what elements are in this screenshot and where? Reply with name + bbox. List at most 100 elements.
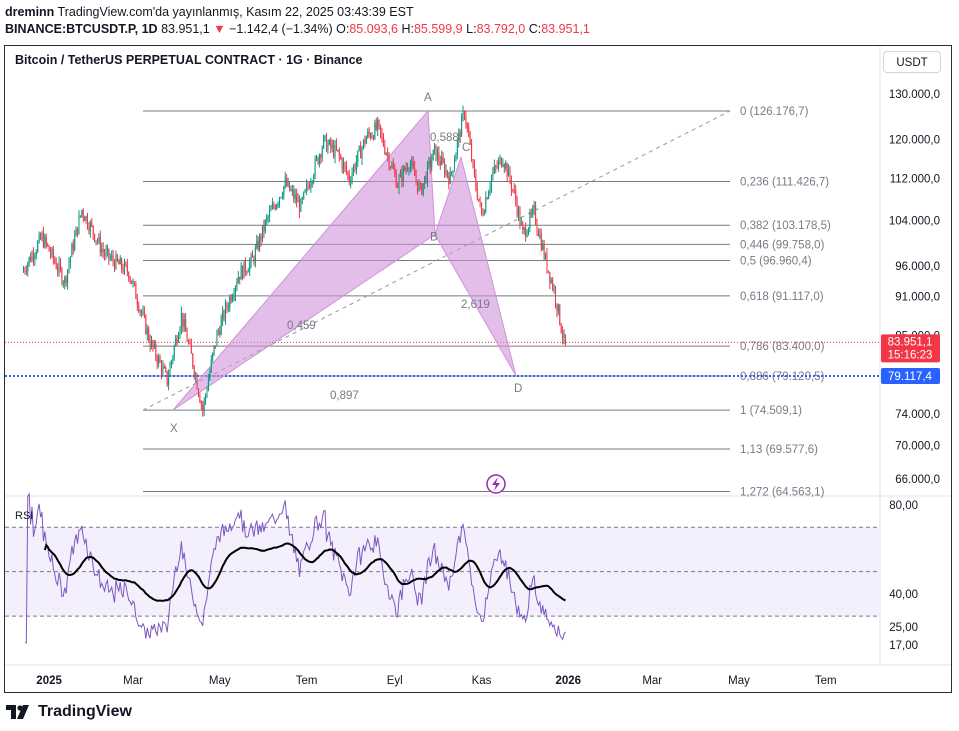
candle	[458, 128, 460, 148]
time-axis-label: Eyl	[387, 675, 403, 687]
candle	[564, 334, 566, 346]
candle	[337, 149, 339, 153]
candle	[313, 173, 315, 185]
candle	[335, 138, 337, 152]
candle	[95, 240, 97, 246]
candle	[138, 301, 140, 314]
candle	[188, 339, 190, 345]
candle	[195, 371, 197, 383]
candle	[344, 161, 346, 173]
candle	[546, 247, 548, 274]
rsi-axis-label: 40,00	[889, 589, 918, 601]
candle	[25, 265, 27, 276]
candle	[40, 232, 42, 241]
lightning-icon[interactable]	[486, 474, 506, 494]
candle	[518, 205, 520, 222]
candle	[490, 174, 492, 193]
candle	[61, 266, 63, 286]
harmonic-point-label: B	[430, 232, 438, 244]
target-price-tag: 79.117,4	[881, 368, 940, 385]
candle	[234, 285, 236, 302]
candle	[169, 361, 171, 377]
rsi-ma-line	[43, 542, 566, 602]
candle	[399, 169, 401, 178]
candle	[101, 242, 103, 257]
candle	[24, 266, 26, 275]
candle	[454, 155, 456, 172]
candle	[32, 247, 34, 266]
candle	[341, 156, 343, 174]
time-axis-label: Tem	[296, 675, 318, 687]
candle	[96, 237, 98, 245]
price-axis-label: 112.000,0	[890, 174, 940, 186]
candle	[537, 228, 539, 237]
candle	[121, 257, 123, 274]
candle	[509, 166, 511, 185]
rsi-axis-label: 17,00	[889, 640, 918, 652]
candle	[414, 160, 416, 177]
currency-button[interactable]: USDT	[883, 51, 941, 73]
candle	[219, 325, 221, 338]
candle	[355, 155, 357, 175]
candle	[308, 181, 310, 190]
candle	[479, 196, 481, 208]
candle	[170, 359, 172, 369]
ohlc-info: BINANCE:BTCUSDT.P, 1D 83.951,1 ▼ −1.142,…	[5, 22, 590, 36]
harmonic-point-label: X	[170, 423, 178, 435]
candle	[428, 156, 430, 170]
rsi-axis-label: 25,00	[889, 622, 918, 634]
candle	[79, 215, 81, 218]
candle	[307, 181, 309, 192]
time-axis-label: May	[209, 675, 231, 687]
candle	[552, 277, 554, 292]
price-change: −1.142,4 (−1.34%)	[229, 22, 333, 36]
candle	[106, 244, 108, 257]
candle	[58, 256, 60, 277]
candle	[471, 138, 473, 163]
candle	[280, 196, 282, 199]
candle	[389, 165, 391, 171]
candle	[436, 146, 438, 165]
candle	[330, 137, 332, 154]
candle	[88, 221, 90, 235]
candle	[317, 156, 319, 165]
candle	[260, 233, 262, 247]
candle	[112, 249, 114, 267]
candle	[281, 191, 283, 200]
fib-level-label: 0,786 (83.400,0)	[740, 341, 825, 353]
symbol-title: Bitcoin / TetherUS PERPETUAL CONTRACT · …	[15, 53, 363, 67]
time-axis-label: 2025	[36, 675, 62, 687]
harmonic-point-label: A	[424, 92, 432, 104]
candle	[158, 353, 160, 368]
candle	[217, 328, 219, 336]
candle	[71, 242, 73, 258]
candle	[129, 276, 131, 285]
candle	[449, 166, 451, 185]
candle	[358, 145, 360, 152]
candle	[156, 354, 158, 370]
candle	[247, 267, 249, 273]
candle	[45, 233, 47, 249]
candle	[445, 164, 447, 178]
candle	[85, 215, 87, 224]
last-price: 83.951,1	[161, 22, 210, 36]
candle	[48, 244, 50, 252]
candle	[493, 159, 495, 174]
candle	[209, 368, 211, 382]
candle	[159, 354, 161, 363]
candle	[515, 184, 517, 207]
candle	[267, 214, 269, 224]
candle	[371, 132, 373, 139]
candle	[175, 334, 177, 347]
candle	[296, 188, 298, 208]
candle	[382, 132, 384, 148]
candle	[123, 258, 125, 275]
candle	[540, 228, 542, 252]
candle	[499, 154, 501, 165]
candle	[91, 218, 93, 228]
candle	[388, 152, 390, 171]
candle	[277, 201, 279, 208]
candle	[351, 167, 353, 185]
candle	[543, 239, 545, 261]
